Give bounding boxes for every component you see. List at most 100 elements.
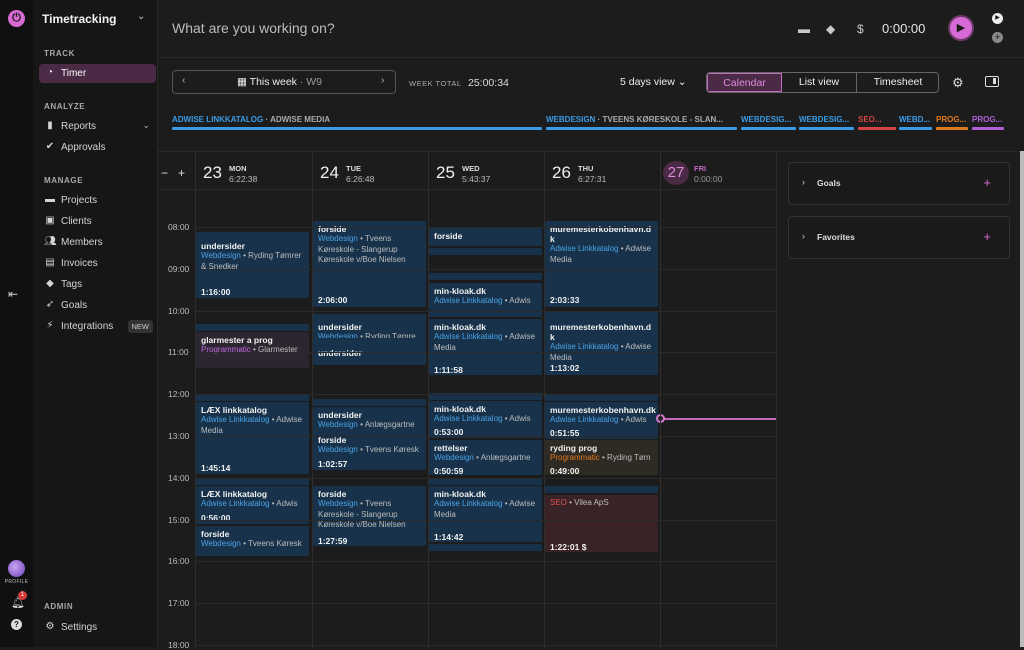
start-timer-button[interactable]: ▶ bbox=[948, 15, 974, 41]
manual-mode-icon[interactable]: + bbox=[992, 32, 1003, 43]
week-picker[interactable]: ‹ ▦ This week · W9 › bbox=[172, 70, 396, 94]
sidebar-item-reports[interactable]: ▮ Reports ⌄ bbox=[39, 117, 156, 136]
favorites-card[interactable]: › Favorites + bbox=[788, 216, 1010, 259]
scrollbar[interactable] bbox=[1020, 151, 1024, 647]
week-number: · W9 bbox=[299, 76, 323, 88]
time-entry[interactable]: forside Webdesign • Tveens Køresk 1:02:57 bbox=[313, 432, 426, 470]
time-entry-short[interactable] bbox=[429, 544, 542, 551]
chevron-right-icon[interactable]: › bbox=[381, 75, 385, 86]
collapse-sidebar-icon[interactable]: ⇤ bbox=[8, 287, 19, 301]
tab-calendar[interactable]: Calendar bbox=[707, 73, 782, 92]
bell-icon[interactable]: 🔔︎ bbox=[11, 597, 25, 609]
project-summary-label[interactable]: WEBD... bbox=[899, 115, 934, 124]
add-goal-icon[interactable]: + bbox=[983, 175, 991, 190]
sidebar-item-projects[interactable]: ▬ Projects bbox=[39, 191, 156, 210]
time-entry[interactable]: forside Webdesign • Tveens Køreskole - Sl… bbox=[313, 221, 426, 307]
day-total: 5:43:37 bbox=[462, 174, 491, 184]
sidebar-item-settings[interactable]: ⚙ Settings bbox=[39, 618, 156, 637]
time-entry-short[interactable] bbox=[196, 232, 309, 239]
time-entry[interactable]: undersider Webdesign • Ryding Tømrer & Sn… bbox=[196, 238, 309, 298]
time-entry[interactable]: rettelser Webdesign • Anlægsgartne 0:50:59 bbox=[429, 440, 542, 475]
time-entry-short[interactable] bbox=[429, 310, 542, 317]
chevron-right-icon: › bbox=[802, 231, 805, 241]
project-summary-label[interactable]: ADWISE LINKKATALOG · ADWISE MEDIA bbox=[172, 115, 544, 124]
time-entry[interactable]: forside Webdesign • Tveens Køreskole - Sl… bbox=[313, 486, 426, 546]
time-entry[interactable]: undersider Webdesign • Ryding Tømre bbox=[313, 319, 426, 339]
entry-project-line: Webdesign • Tveens Køresk bbox=[318, 445, 421, 456]
power-icon[interactable]: ⏻ bbox=[8, 10, 25, 27]
project-summary-label[interactable]: PROG... bbox=[936, 115, 970, 124]
project-summary-label[interactable]: WEBDESIG... bbox=[799, 115, 856, 124]
project-summary-label[interactable]: PROG... bbox=[972, 115, 1006, 124]
billable-dollar-icon[interactable]: $ bbox=[857, 22, 864, 36]
sidebar-item-clients[interactable]: ▣ Clients bbox=[39, 212, 156, 231]
time-entry-short[interactable] bbox=[196, 478, 309, 485]
project-summary-label[interactable]: WEBDESIG... bbox=[741, 115, 798, 124]
zoom-in-icon[interactable]: + bbox=[178, 166, 186, 180]
time-entry-short[interactable] bbox=[429, 248, 542, 255]
entry-client: • Adwis bbox=[620, 415, 647, 424]
time-entry[interactable]: muremesterkobenhavn.dk Adwise Linkkatalog… bbox=[545, 402, 658, 439]
time-entry-short[interactable] bbox=[196, 324, 309, 331]
gear-icon[interactable]: ⚙ bbox=[952, 75, 964, 90]
time-entry[interactable]: glarmester a prog Programmatic • Glarmest… bbox=[196, 332, 309, 368]
time-entry[interactable]: forside bbox=[429, 228, 542, 246]
time-entry[interactable]: muremesterkobenhavn.d k Adwise Linkkatalo… bbox=[545, 221, 658, 307]
tag-icon[interactable]: ◆ bbox=[826, 22, 836, 36]
tab-list-view[interactable]: List view bbox=[782, 73, 857, 92]
side-panel-toggle-icon[interactable] bbox=[985, 76, 999, 87]
description-input[interactable]: What are you working on? bbox=[172, 20, 335, 36]
time-entry-short[interactable] bbox=[196, 394, 309, 401]
tab-timesheet[interactable]: Timesheet bbox=[873, 76, 923, 88]
time-entry[interactable]: min-kloak.dk Adwise Linkkatalog • Adwise … bbox=[429, 486, 542, 542]
time-entry-short[interactable] bbox=[429, 393, 542, 400]
time-entry-short[interactable] bbox=[313, 314, 426, 321]
folder-icon[interactable]: ▬ bbox=[798, 22, 810, 36]
time-entry[interactable]: min-kloak.dk Adwise Linkkatalog • Adwis 0:… bbox=[429, 401, 542, 438]
entry-client: • Tveens Køresk bbox=[243, 539, 302, 548]
time-entry-short[interactable] bbox=[313, 338, 426, 345]
entry-client: • Tveens Køreskole - Slangerup Køreskole… bbox=[318, 234, 406, 264]
goals-card[interactable]: › Goals + bbox=[788, 162, 1010, 205]
time-entry[interactable]: min-kloak.dk Adwise Linkkatalog • Adwis bbox=[429, 283, 542, 310]
time-entry[interactable]: muremesterkobenhavn.d k Adwise Linkkatalo… bbox=[545, 319, 658, 375]
days-view-select[interactable]: 5 days view ⌄ bbox=[620, 76, 687, 88]
entry-duration-value: 1:14:42 bbox=[434, 532, 464, 542]
entry-project: Adwise Linkkatalog bbox=[434, 414, 503, 423]
sidebar-item-members[interactable]: 👥︎ Members bbox=[39, 233, 156, 252]
entry-client: • Adwise Media bbox=[434, 332, 536, 352]
time-entry[interactable]: LÆX linkkatalog Adwise Linkkatalog • Adwi… bbox=[196, 402, 309, 474]
timer-mode-icon[interactable]: ▶ bbox=[992, 13, 1003, 24]
sidebar-item-integrations[interactable]: ⚡︎ Integrations NEW bbox=[39, 317, 156, 336]
time-entry-short[interactable] bbox=[313, 399, 426, 406]
time-entry[interactable]: undersider bbox=[313, 345, 426, 365]
add-favorite-icon[interactable]: + bbox=[983, 229, 991, 244]
help-icon[interactable]: ? bbox=[11, 619, 22, 630]
sidebar-item-invoices[interactable]: ▤ Invoices bbox=[39, 254, 156, 273]
time-entry[interactable]: ryding prog Programmatic • Ryding Tøm 0:49… bbox=[545, 440, 658, 475]
time-entry[interactable]: forside Webdesign • Tveens Køresk bbox=[196, 526, 309, 556]
sidebar-item-goals[interactable]: ➶ Goals bbox=[39, 296, 156, 315]
workspace-name[interactable]: Timetracking bbox=[42, 12, 117, 26]
time-entry-short[interactable] bbox=[545, 312, 658, 319]
time-entry[interactable]: SEO • Vilea ApS 1:22:01 $ bbox=[545, 495, 658, 552]
zoom-out-icon[interactable]: − bbox=[161, 166, 169, 180]
chevron-down-icon[interactable]: ⌄ bbox=[137, 11, 146, 22]
entry-client: • Adwise Media bbox=[201, 415, 303, 435]
time-entry-short[interactable] bbox=[429, 478, 542, 485]
project-summary-label[interactable]: SEO... bbox=[858, 115, 898, 124]
time-entry[interactable]: undersider Webdesign • Anlægsgartne bbox=[313, 407, 426, 436]
chevron-left-icon[interactable]: ‹ bbox=[182, 75, 186, 86]
column-divider bbox=[544, 152, 545, 648]
project-summary-label[interactable]: WEBDESIGN · TVEENS KØRESKOLE - SLAN... bbox=[546, 115, 739, 124]
profile-avatar[interactable] bbox=[8, 560, 25, 577]
time-entry[interactable]: min-kloak.dk Adwise Linkkatalog • Adwise … bbox=[429, 319, 542, 375]
time-entry[interactable]: LÆX linkkatalog Adwise Linkkatalog • Adwi… bbox=[196, 486, 309, 524]
time-entry-short[interactable] bbox=[545, 394, 658, 401]
sidebar-item-approvals[interactable]: ✔ Approvals bbox=[39, 138, 156, 157]
sidebar-item-tags[interactable]: ◆ Tags bbox=[39, 275, 156, 294]
time-entry-short[interactable] bbox=[545, 486, 658, 493]
day-total: 6:26:48 bbox=[346, 174, 375, 184]
time-entry-short[interactable] bbox=[429, 273, 542, 280]
sidebar-item-timer[interactable]: ◔ Timer bbox=[39, 64, 156, 83]
